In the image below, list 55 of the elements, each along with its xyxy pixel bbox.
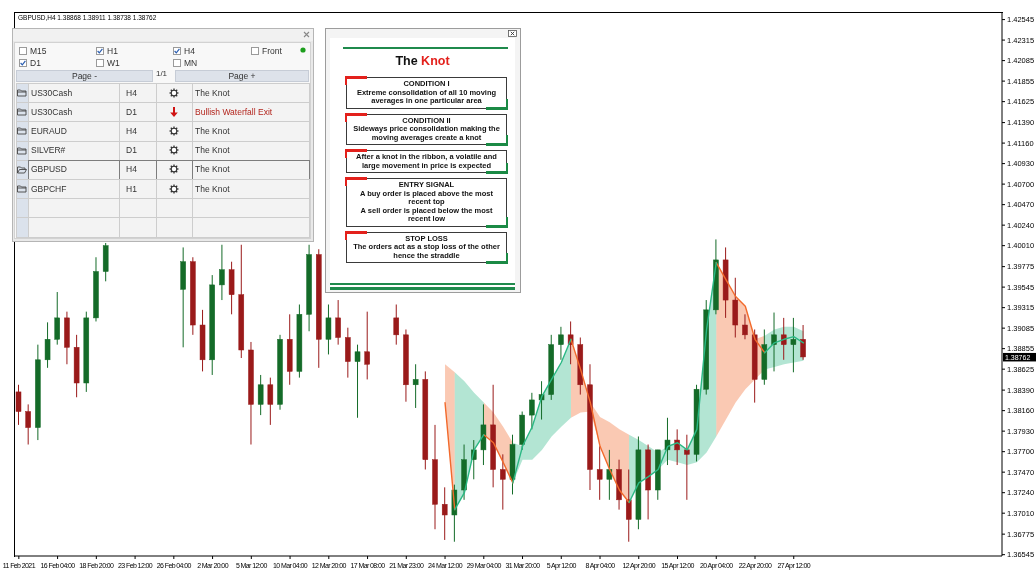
candlestick	[780, 317, 787, 361]
annotation: D1	[30, 58, 41, 68]
candlestick	[664, 417, 671, 466]
annotation: GBPCHF	[31, 183, 67, 194]
annotation: The Knot	[195, 145, 230, 156]
annotation: US30Cash	[31, 106, 73, 117]
candlestick	[674, 428, 680, 466]
candlestick	[500, 453, 506, 511]
annotation: H1	[126, 183, 137, 194]
candlestick	[441, 486, 448, 541]
annotation: M15	[30, 46, 47, 56]
candlestick	[364, 311, 370, 380]
annotation: SILVER#	[31, 145, 66, 156]
candlestick	[54, 291, 60, 346]
candlestick	[800, 324, 806, 361]
annotation: D1	[126, 106, 137, 117]
annotation: The Knot	[195, 183, 230, 194]
annotation: The Knot	[394, 54, 451, 69]
candlestick	[742, 313, 748, 340]
candlestick	[15, 384, 22, 426]
candlestick	[771, 312, 777, 372]
annotation: H4	[184, 46, 195, 56]
annotation: H1	[107, 46, 118, 56]
annotation: H4	[126, 164, 137, 175]
annotation: H4	[126, 125, 137, 136]
candlestick	[625, 469, 632, 543]
candlestick	[25, 403, 31, 446]
candlestick	[325, 304, 332, 355]
annotation: US30Cash	[31, 87, 73, 98]
annotation: EURAUD	[31, 125, 67, 136]
annotation: The Knot	[195, 125, 230, 136]
candlestick	[684, 434, 690, 501]
annotation: W1	[107, 58, 120, 68]
candlestick	[219, 244, 225, 301]
candlestick	[393, 304, 400, 346]
annotation: MN	[184, 58, 198, 68]
annotation: 1/1	[155, 69, 168, 79]
annotation: H4	[126, 87, 137, 98]
candlestick	[529, 392, 535, 430]
candlestick	[790, 317, 797, 373]
annotation: Bullish Waterfall Exit	[195, 106, 273, 117]
annotation: The Knot	[195, 164, 230, 175]
candlestick	[558, 326, 564, 361]
candlestick	[354, 344, 361, 419]
candlestick	[257, 374, 264, 416]
candlestick	[412, 363, 419, 409]
annotation: Front	[262, 46, 282, 56]
annotation: GBPUSD	[31, 164, 67, 175]
candlestick	[335, 299, 341, 346]
candlestick	[596, 445, 603, 501]
annotation: The Knot	[195, 87, 230, 98]
candlestick	[267, 377, 274, 426]
annotation: D1	[126, 145, 137, 156]
candlestick	[606, 449, 613, 501]
candlestick	[44, 321, 51, 369]
